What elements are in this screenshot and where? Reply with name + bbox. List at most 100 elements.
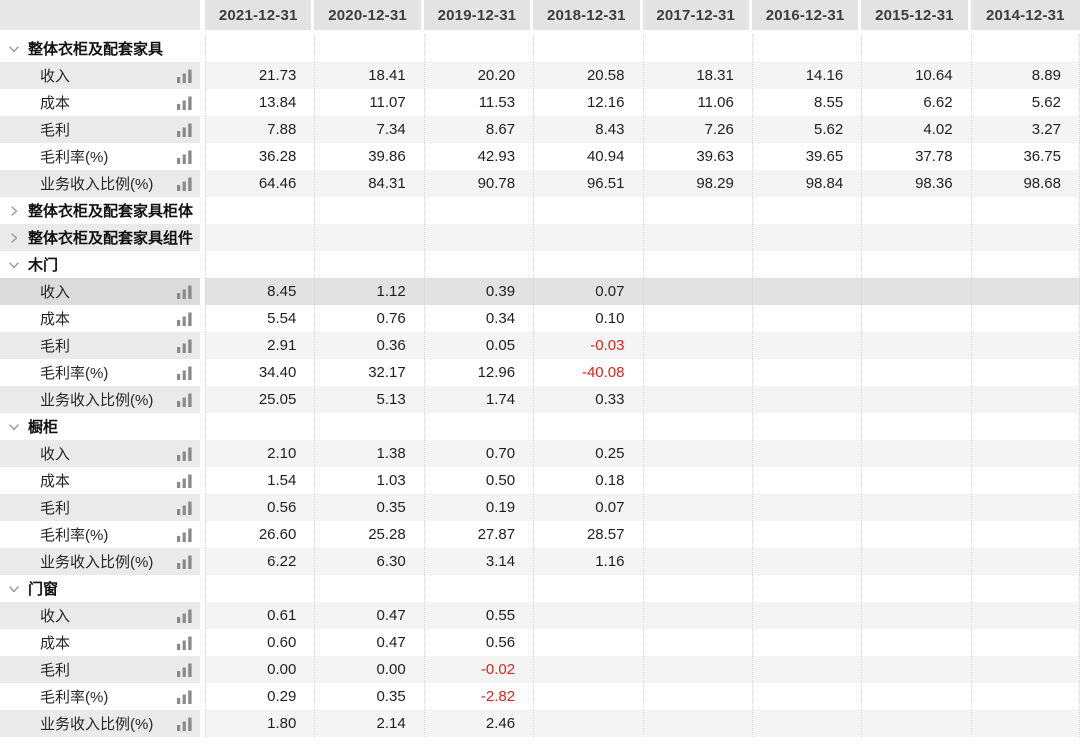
bar-chart-icon[interactable] [177,393,193,407]
value-cell: 11.53 [423,89,533,116]
bar-chart-icon[interactable] [177,528,193,542]
group-header-row[interactable]: 整体衣柜及配套家具组件 [0,224,1080,251]
metric-label-cell: 业务收入比例(%) [0,548,200,575]
value-cell: 6.22 [205,548,315,575]
group-label-cell[interactable]: 整体衣柜及配套家具 [0,35,200,62]
value-cell: 0.39 [423,278,534,305]
value-cell: 90.78 [423,170,534,197]
value-cell: 7.34 [314,116,424,143]
value-cell [751,521,861,548]
value-cell: 20.58 [533,62,643,89]
column-header: 2014-12-31 [970,0,1080,30]
metric-row[interactable]: 毛利率(%) 36.28 39.86 42.93 40.94 39.63 39.65 37.7… [0,143,1080,170]
value-cell: 18.41 [314,62,424,89]
table-body: 整体衣柜及配套家具 收入 21.73 18.41 20.20 20.58 18.31 14.1… [0,35,1080,737]
value-cell [970,494,1080,521]
bar-chart-icon[interactable] [177,123,193,137]
value-cell: 11.07 [314,89,423,116]
group-header-row[interactable]: 木门 [0,251,1080,278]
group-label-cell[interactable]: 木门 [0,251,200,278]
empty-cell [533,224,643,251]
value-cell: 12.96 [423,359,533,386]
group-label: 整体衣柜及配套家具柜体 [28,203,194,220]
bar-chart-icon[interactable] [177,96,193,110]
value-cell [861,521,970,548]
value-cell: 0.36 [314,332,424,359]
value-cell: 1.38 [314,440,424,467]
value-cell: 2.14 [314,710,424,737]
bar-chart-icon[interactable] [177,474,193,488]
metric-row[interactable]: 收入 0.61 0.47 0.55 [0,602,1080,629]
metric-row[interactable]: 业务收入比例(%) 25.05 5.13 1.74 0.33 [0,386,1080,413]
bar-chart-icon[interactable] [177,339,193,353]
bar-chart-icon[interactable] [177,177,193,191]
metric-row[interactable]: 毛利率(%) 0.29 0.35 -2.82 [0,683,1080,710]
metric-label: 收入 [40,608,71,625]
corner-header-cell [0,0,200,30]
bar-chart-icon[interactable] [177,717,193,731]
value-cell: 8.45 [205,278,315,305]
column-gap [200,197,205,224]
empty-cell [861,413,970,440]
empty-cell [751,251,861,278]
group-header-row[interactable]: 橱柜 [0,413,1080,440]
group-label-cell[interactable]: 整体衣柜及配套家具柜体 [0,197,200,224]
bar-chart-icon[interactable] [177,663,193,677]
metric-row[interactable]: 收入 21.73 18.41 20.20 20.58 18.31 14.16 10.64 8.8… [0,62,1080,89]
bar-chart-icon[interactable] [177,609,193,623]
group-label-cell[interactable]: 整体衣柜及配套家具组件 [0,224,200,251]
value-cell: 2.91 [205,332,315,359]
column-gap [200,359,205,386]
bar-chart-icon[interactable] [177,690,193,704]
metric-row[interactable]: 收入 2.10 1.38 0.70 0.25 [0,440,1080,467]
column-gap [200,629,205,656]
bar-chart-icon[interactable] [177,501,193,515]
metric-row[interactable]: 毛利 2.91 0.36 0.05 -0.03 [0,332,1080,359]
metric-row[interactable]: 毛利 7.88 7.34 8.67 8.43 7.26 5.62 4.02 3.27 [0,116,1080,143]
metric-row[interactable]: 毛利 0.00 0.00 -0.02 [0,656,1080,683]
bar-chart-icon[interactable] [177,366,193,380]
value-cell: 0.56 [423,629,533,656]
value-cell [642,467,752,494]
chevron-down-icon [8,421,20,433]
metric-row[interactable]: 收入 8.45 1.12 0.39 0.07 [0,278,1080,305]
metric-row[interactable]: 业务收入比例(%) 64.46 84.31 90.78 96.51 98.29 98.84 9… [0,170,1080,197]
metric-label-cell: 成本 [0,89,200,116]
value-cell [533,656,643,683]
value-cell: 39.63 [642,143,752,170]
value-cell: 98.68 [970,170,1080,197]
bar-chart-icon[interactable] [177,150,193,164]
bar-chart-icon[interactable] [177,285,193,299]
metric-row[interactable]: 成本 5.54 0.76 0.34 0.10 [0,305,1080,332]
bar-chart-icon[interactable] [177,312,193,326]
empty-cell [861,251,970,278]
bar-chart-icon[interactable] [177,69,193,83]
value-cell: 8.55 [751,89,861,116]
metric-label: 收入 [40,284,71,301]
bar-chart-icon[interactable] [177,447,193,461]
column-header: 2019-12-31 [423,0,534,30]
column-gap [200,170,205,197]
group-header-row[interactable]: 整体衣柜及配套家具 [0,35,1080,62]
group-label-cell[interactable]: 门窗 [0,575,200,602]
value-cell [861,710,971,737]
value-cell [861,629,970,656]
group-label-cell[interactable]: 橱柜 [0,413,200,440]
metric-row[interactable]: 业务收入比例(%) 1.80 2.14 2.46 [0,710,1080,737]
metric-row[interactable]: 成本 1.54 1.03 0.50 0.18 [0,467,1080,494]
metric-row[interactable]: 成本 13.84 11.07 11.53 12.16 11.06 8.55 6.62 5.62 [0,89,1080,116]
group-header-row[interactable]: 门窗 [0,575,1080,602]
metric-row[interactable]: 业务收入比例(%) 6.22 6.30 3.14 1.16 [0,548,1080,575]
value-cell: 0.19 [423,494,534,521]
metric-row[interactable]: 毛利率(%) 26.60 25.28 27.87 28.57 [0,521,1080,548]
value-cell: 0.76 [314,305,423,332]
group-header-row[interactable]: 整体衣柜及配套家具柜体 [0,197,1080,224]
bar-chart-icon[interactable] [177,555,193,569]
bar-chart-icon[interactable] [177,636,193,650]
column-gap [200,143,205,170]
metric-row[interactable]: 成本 0.60 0.47 0.56 [0,629,1080,656]
metric-row[interactable]: 毛利 0.56 0.35 0.19 0.07 [0,494,1080,521]
metric-label: 毛利率(%) [40,365,109,382]
metric-label: 毛利率(%) [40,527,109,544]
metric-row[interactable]: 毛利率(%) 34.40 32.17 12.96 -40.08 [0,359,1080,386]
